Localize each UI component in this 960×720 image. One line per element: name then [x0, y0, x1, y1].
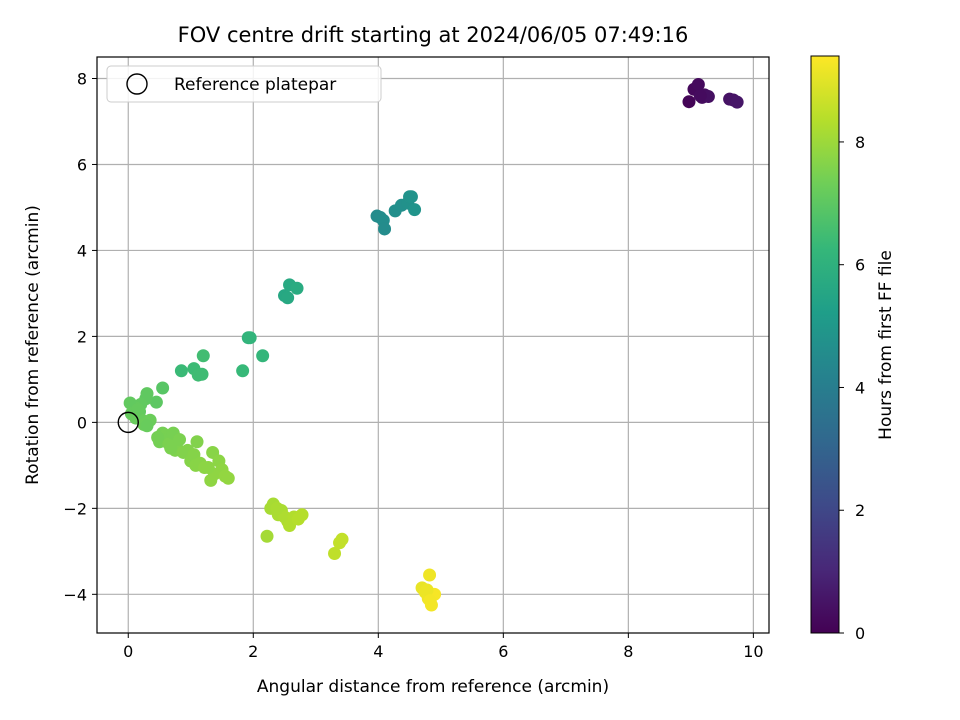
data-point [423, 568, 437, 582]
legend: Reference platepar [106, 65, 382, 103]
y-tick-label: 6 [77, 155, 87, 174]
data-point [174, 364, 188, 378]
data-point [693, 89, 707, 103]
colorbar: 0 2 4 6 8 Hours from first FF file [810, 55, 896, 643]
x-tick-label: 4 [373, 642, 383, 661]
data-point [190, 435, 204, 449]
chart-title: FOV centre drift starting at 2024/06/05 … [178, 23, 689, 47]
data-point [243, 331, 257, 345]
data-point [408, 203, 422, 217]
plot-frame [96, 56, 770, 634]
colorbar-tick-label: 2 [855, 501, 865, 520]
data-point [173, 433, 187, 447]
y-tick-label: 0 [77, 413, 87, 432]
x-tick-label: 10 [743, 642, 763, 661]
axis-ticks: 0 2 4 6 8 10 −4 −2 0 2 4 6 8 [63, 69, 763, 661]
data-point [328, 546, 342, 560]
colorbar-tick-label: 4 [855, 378, 865, 397]
data-point [290, 281, 304, 295]
legend-reference-marker [126, 73, 148, 95]
data-point [691, 78, 705, 92]
y-tick-label: 4 [77, 241, 87, 260]
data-point [195, 367, 209, 381]
x-tick-label: 8 [623, 642, 633, 661]
data-point [236, 364, 250, 378]
data-points [117, 78, 744, 612]
x-tick-label: 6 [498, 642, 508, 661]
data-point [423, 594, 437, 608]
colorbar-tick-label: 8 [855, 133, 865, 152]
x-tick-label: 2 [248, 642, 258, 661]
data-point [730, 95, 744, 109]
colorbar-label: Hours from first FF file [876, 250, 896, 440]
data-point [682, 95, 696, 109]
data-point [221, 471, 235, 485]
data-point [420, 583, 434, 597]
data-point [140, 419, 154, 433]
data-point [295, 508, 309, 522]
reference-platepar-marker [117, 411, 139, 434]
data-point [404, 190, 418, 204]
data-point [164, 441, 178, 455]
data-point [378, 222, 392, 236]
grid-lines [97, 57, 769, 633]
data-point [335, 532, 349, 546]
data-point [201, 461, 215, 475]
data-point [196, 349, 210, 363]
y-tick-label: 2 [77, 327, 87, 346]
data-point [281, 291, 295, 305]
legend-label-reference: Reference platepar [174, 75, 336, 95]
data-point [156, 381, 170, 395]
data-point [151, 430, 165, 444]
x-tick-label: 0 [123, 642, 133, 661]
x-axis-label: Angular distance from reference (arcmin) [257, 677, 609, 697]
y-tick-label: 8 [77, 69, 87, 88]
colorbar-ticks: 0 2 4 6 8 [839, 133, 865, 643]
plot-area [97, 57, 769, 633]
y-tick-label: −2 [63, 499, 87, 518]
data-point [256, 349, 270, 363]
y-axis-label: Rotation from reference (arcmin) [23, 205, 43, 485]
colorbar-tick-label: 0 [855, 624, 865, 643]
data-point [260, 529, 274, 543]
y-tick-label: −4 [63, 585, 87, 604]
legend-frame [106, 65, 382, 103]
colorbar-gradient [810, 55, 840, 634]
data-point [131, 402, 145, 416]
data-point [149, 395, 163, 409]
colorbar-tick-label: 6 [855, 256, 865, 275]
data-point [270, 501, 284, 515]
